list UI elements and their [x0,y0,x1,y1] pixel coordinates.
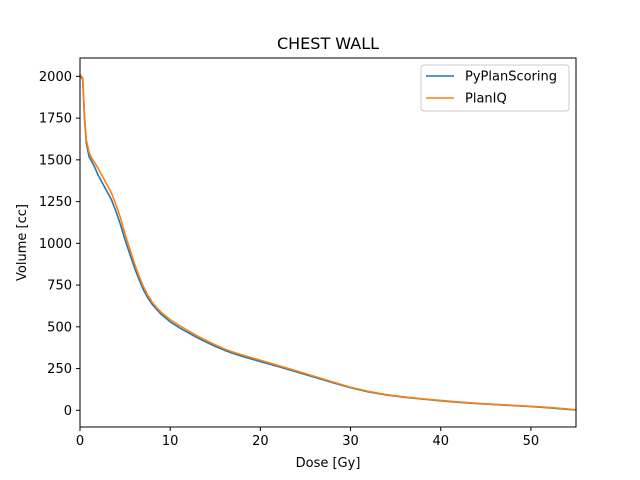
y-tick-label: 1000 [39,237,72,252]
y-tick-label: 2000 [39,70,72,85]
series-layer [79,73,577,411]
y-tick-label: 1500 [39,153,72,168]
legend-label-0: PyPlanScoring [465,70,557,85]
x-axis-label: Dose [Gy] [296,456,361,471]
y-tick-label: 750 [47,279,72,294]
x-tick-label: 10 [162,434,179,449]
x-tick-label: 40 [432,434,449,449]
y-axis: 0 250 500 750 1000 1250 1500 1750 2000 [39,70,80,419]
plot-frame [79,57,577,428]
x-tick-label: 0 [76,434,84,449]
legend: PyPlanScoring PlanIQ [420,64,570,112]
y-axis-label: Volume [cc] [15,204,30,281]
x-tick-label: 20 [252,434,269,449]
series-line-1 [79,73,577,411]
y-tick-label: 500 [47,320,72,335]
y-tick-label: 0 [64,404,72,419]
chart-title: CHEST WALL [277,34,379,53]
legend-label-1: PlanIQ [465,92,507,107]
y-tick-label: 1250 [39,195,72,210]
x-tick-label: 50 [523,434,540,449]
legend-box [420,64,570,112]
y-tick-label: 1750 [39,112,72,127]
x-tick-label: 30 [342,434,359,449]
y-tick-label: 250 [47,362,72,377]
x-axis: 0 10 20 30 40 50 [76,427,539,449]
